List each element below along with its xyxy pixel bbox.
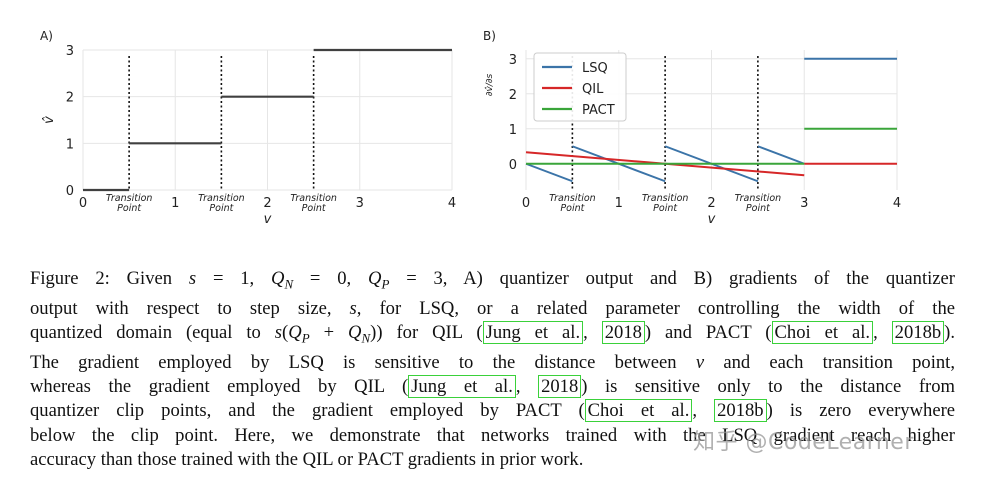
citation-link[interactable]: Choi et al. — [584, 399, 693, 423]
x-tick-label: 1 — [615, 196, 623, 211]
transition-label: Transition — [549, 193, 596, 204]
watermark: 知乎 @CodeLearner — [693, 430, 914, 455]
figure-2: A)0 1 2 3 40123TransitionPointTransitionPoin… — [40, 29, 901, 227]
transition-label: Point — [209, 203, 234, 214]
citation-link[interactable]: 2018 — [538, 375, 582, 399]
x-axis-label: v — [708, 212, 716, 227]
transition-label: Transition — [642, 193, 689, 204]
math-symbol: s — [274, 322, 283, 344]
caption-text: Figure 2: Given — [30, 268, 189, 289]
transition-label: Point — [302, 203, 327, 214]
caption-text: ( — [282, 322, 289, 344]
caption-line: quantizer clip points, and the gradient … — [30, 399, 955, 423]
caption-text: whereas the gradient employed by QIL ( — [30, 376, 409, 398]
citation-link[interactable]: 2018 — [601, 321, 645, 345]
caption-subscript: P — [381, 276, 390, 292]
transition-label: Point — [746, 203, 771, 214]
legend-entry: PACT — [582, 103, 615, 118]
caption-text: accuracy than those trained with the QIL… — [30, 448, 584, 470]
x-tick-label: 0 — [522, 196, 530, 211]
caption-text: + — [309, 322, 349, 344]
citation-link[interactable]: 2018b — [714, 399, 767, 423]
panel-b-chart: B)0 1 2 3 40123TransitionPointTransitionPoin… — [483, 29, 901, 227]
caption-text: output with respect to step size, — [30, 297, 350, 319]
caption-line: output with respect to step size, s, for… — [30, 297, 955, 321]
x-tick-label: 4 — [448, 196, 456, 211]
caption-line: accuracy than those trained with the QIL… — [30, 448, 955, 472]
caption-text: , for LSQ, or a related parameter contro… — [356, 297, 955, 319]
caption-text: , — [515, 376, 539, 398]
caption-text: ). — [944, 322, 955, 344]
citation-link[interactable]: Choi et al. — [771, 321, 874, 345]
transition-label: Transition — [290, 193, 337, 204]
x-tick-label: 2 — [263, 196, 271, 211]
y-tick-label: 2 — [66, 91, 74, 106]
caption-text: ) is sensitive only to the distance from — [581, 376, 955, 398]
caption-text: = 1, — [196, 268, 272, 289]
y-tick-label: 1 — [66, 137, 74, 152]
caption-subscript: N — [361, 330, 371, 346]
x-tick-label: 2 — [707, 196, 715, 211]
caption-text: The gradient employed by LSQ is sensitiv… — [30, 352, 696, 374]
caption-line: Figure 2: Given s = 1, QN = 0, QP = 3, A… — [30, 267, 955, 297]
y-tick-label: 3 — [66, 44, 74, 59]
legend-entry: QIL — [582, 82, 604, 97]
caption-text: quantized domain (equal to — [30, 322, 275, 344]
panel-a-chart: A)0 1 2 3 40123TransitionPointTransitionPoin… — [40, 29, 456, 227]
math-symbol: s — [188, 268, 197, 289]
y-axis-label: v̂ — [42, 116, 57, 124]
x-tick-label: 3 — [800, 196, 808, 211]
y-tick-label: 0 — [66, 184, 74, 199]
caption-text: ) and PACT ( — [644, 322, 772, 344]
transition-label: Point — [560, 203, 585, 214]
legend-entry: LSQ — [582, 61, 608, 76]
caption-text: , — [692, 400, 715, 422]
panel-label: B) — [483, 29, 496, 43]
legend-box — [533, 52, 627, 122]
x-tick-label: 4 — [893, 196, 901, 211]
transition-label: Transition — [735, 193, 782, 204]
y-tick-label: 1 — [509, 123, 517, 138]
caption-text: )) for QIL ( — [370, 322, 483, 344]
series-lsq-segment — [525, 162, 573, 183]
y-axis-label: ∂v̂/∂s — [484, 74, 495, 97]
x-tick-label: 3 — [356, 196, 364, 211]
caption-text: below the clip point. Here, we demonstra… — [30, 424, 955, 446]
caption-text: = 3, A) quantizer output and B) gradient… — [389, 268, 955, 289]
math-symbol: v — [695, 352, 705, 374]
caption-subscript: N — [284, 276, 294, 292]
math-symbol: Q — [348, 322, 362, 344]
caption-line: whereas the gradient employed by QIL (Ju… — [30, 375, 955, 399]
x-axis-label: v — [264, 212, 272, 227]
math-symbol: Q — [271, 268, 285, 289]
caption-text: = 0, — [293, 268, 368, 289]
math-symbol: Q — [288, 322, 302, 344]
math-symbol: Q — [368, 268, 382, 289]
caption-text: , — [873, 322, 892, 344]
y-tick-label: 3 — [509, 53, 517, 68]
transition-label: Transition — [198, 193, 245, 204]
transition-label: Transition — [106, 193, 153, 204]
citation-link[interactable]: Jung et al. — [408, 375, 516, 399]
transition-label: Point — [653, 203, 678, 214]
y-tick-label: 0 — [509, 158, 517, 173]
caption-text: ) is zero everywhere — [766, 400, 956, 422]
caption-line: quantized domain (equal to s(QP + QN)) f… — [30, 321, 955, 351]
transition-label: Point — [117, 203, 142, 214]
caption-line: below the clip point. Here, we demonstra… — [30, 424, 955, 448]
caption-text: quantizer clip points, and the gradient … — [30, 400, 585, 422]
series-lsq-segment — [757, 145, 805, 165]
caption-subscript: P — [301, 330, 310, 346]
x-tick-label: 0 — [79, 196, 87, 211]
caption-text: , — [583, 322, 602, 344]
panel-label: A) — [40, 29, 53, 43]
figure-caption: Figure 2: Given s = 1, QN = 0, QP = 3, A… — [30, 267, 955, 472]
caption-text: and each transition point, — [704, 352, 955, 374]
x-tick-label: 1 — [171, 196, 179, 211]
math-symbol: s — [349, 297, 357, 319]
y-tick-label: 2 — [509, 88, 517, 103]
citation-link[interactable]: Jung et al. — [482, 321, 584, 345]
citation-link[interactable]: 2018b — [891, 321, 945, 345]
caption-line: The gradient employed by LSQ is sensitiv… — [30, 351, 955, 375]
